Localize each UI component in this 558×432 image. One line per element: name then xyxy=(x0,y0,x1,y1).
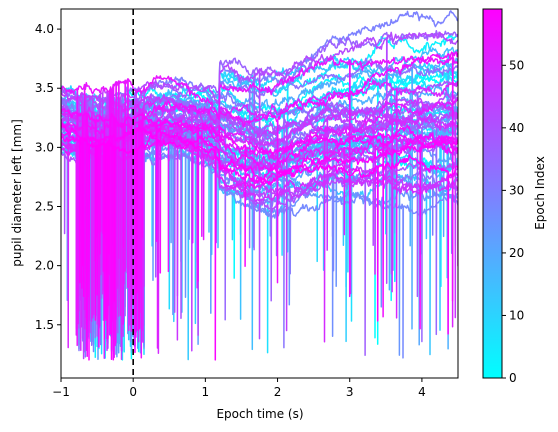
colorbar-tick-label: 10 xyxy=(509,308,524,322)
plot-frame xyxy=(60,8,459,379)
colorbar xyxy=(482,8,503,379)
y-tick-label: 3.5 xyxy=(35,81,54,95)
y-tick-label: 2.5 xyxy=(35,200,54,214)
colorbar-tick-label: 0 xyxy=(509,371,517,385)
y-tick-label: 3.0 xyxy=(35,140,54,154)
epoch-trace xyxy=(61,125,458,361)
epoch-trace xyxy=(61,55,458,355)
y-axis-ticks: 1.5 2.0 2.5 3.0 3.5 4.0 xyxy=(35,22,61,332)
epoch-trace xyxy=(61,97,458,341)
y-tick-label: 1.5 xyxy=(35,318,54,332)
x-axis-ticks: −1 0 1 2 3 4 xyxy=(52,378,426,399)
y-axis-label: pupil diameter left [mm] xyxy=(10,119,24,267)
colorbar-tick-label: 30 xyxy=(509,183,524,197)
x-tick-label: 0 xyxy=(129,385,137,399)
x-tick-label: −1 xyxy=(52,385,70,399)
epoch-trace xyxy=(61,123,458,361)
colorbar-tick-label: 20 xyxy=(509,246,524,260)
y-tick-label: 4.0 xyxy=(35,22,54,36)
colorbar-ticks: 0 10 20 30 40 50 xyxy=(502,58,524,385)
epoch-trace xyxy=(61,108,458,361)
y-tick-label: 2.0 xyxy=(35,259,54,273)
colorbar-tick-label: 40 xyxy=(509,121,524,135)
x-axis-label: Epoch time (s) xyxy=(216,407,303,421)
x-tick-label: 3 xyxy=(346,385,354,399)
colorbar-tick-label: 50 xyxy=(509,58,524,72)
colorbar-label: Epoch Index xyxy=(533,156,547,230)
epoch-traces xyxy=(61,10,458,361)
x-tick-label: 4 xyxy=(418,385,426,399)
x-tick-label: 1 xyxy=(202,385,210,399)
epoch-trace xyxy=(61,79,458,349)
x-tick-label: 2 xyxy=(274,385,282,399)
